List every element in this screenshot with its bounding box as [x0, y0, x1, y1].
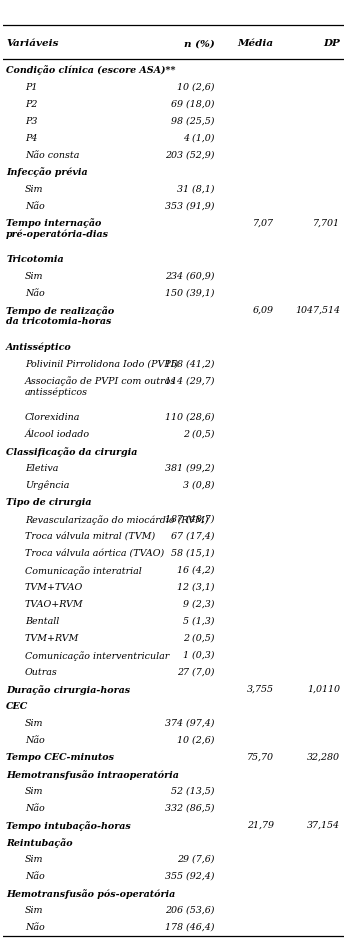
Text: n (%): n (%) — [184, 39, 214, 49]
Text: 31 (8,1): 31 (8,1) — [177, 185, 214, 193]
Text: 234 (60,9): 234 (60,9) — [165, 271, 214, 281]
Text: Eletiva: Eletiva — [25, 464, 58, 472]
Text: Não: Não — [25, 922, 45, 931]
Text: 4 (1,0): 4 (1,0) — [183, 133, 214, 143]
Text: Tricotomia: Tricotomia — [6, 255, 64, 264]
Text: Não consta: Não consta — [25, 150, 79, 159]
Text: Classificação da cirurgia: Classificação da cirurgia — [6, 446, 137, 456]
Text: Troca válvula mitral (TVM): Troca válvula mitral (TVM) — [25, 531, 155, 540]
Text: 355 (92,4): 355 (92,4) — [165, 871, 214, 880]
Text: DP: DP — [323, 39, 340, 49]
Text: Tempo internação
pré-operatória-dias: Tempo internação pré-operatória-dias — [6, 218, 109, 239]
Text: Não: Não — [25, 201, 45, 210]
Text: 206 (53,6): 206 (53,6) — [165, 904, 214, 914]
Text: Não: Não — [25, 735, 45, 744]
Text: 353 (91,9): 353 (91,9) — [165, 201, 214, 210]
Text: 9 (2,3): 9 (2,3) — [183, 599, 214, 608]
Text: 1047,514: 1047,514 — [295, 306, 340, 314]
Text: Álcool iodado: Álcool iodado — [25, 429, 90, 438]
Text: Comunicação interatrial: Comunicação interatrial — [25, 565, 142, 575]
Text: TVAO+RVM: TVAO+RVM — [25, 599, 84, 608]
Text: Variáveis: Variáveis — [6, 39, 59, 49]
Text: 7,701: 7,701 — [313, 218, 340, 228]
Text: 2 (0,5): 2 (0,5) — [183, 429, 214, 438]
Text: Polivinil Pirrolidona Iodo (PVPI): Polivinil Pirrolidona Iodo (PVPI) — [25, 359, 178, 368]
Text: 67 (17,4): 67 (17,4) — [171, 531, 214, 540]
Text: Troca válvula aórtica (TVAO): Troca válvula aórtica (TVAO) — [25, 548, 164, 557]
Text: Duração cirurgia-horas: Duração cirurgia-horas — [6, 684, 130, 694]
Text: 114 (29,7): 114 (29,7) — [165, 376, 214, 385]
Text: Hemotransfusão intraoperatória: Hemotransfusão intraoperatória — [6, 769, 179, 779]
Text: Sim: Sim — [25, 904, 43, 914]
Text: 2 (0,5): 2 (0,5) — [183, 633, 214, 642]
Text: P4: P4 — [25, 133, 37, 143]
Text: 69 (18,0): 69 (18,0) — [171, 99, 214, 109]
Text: Infecção prévia: Infecção prévia — [6, 168, 88, 177]
Text: Bentall: Bentall — [25, 616, 59, 625]
Text: 178 (46,4): 178 (46,4) — [165, 922, 214, 931]
Text: Outras: Outras — [25, 667, 58, 676]
Text: 37,154: 37,154 — [307, 820, 340, 829]
Text: Associação de PVPI com outros
antissépticos: Associação de PVPI com outros antissépti… — [25, 376, 176, 397]
Text: 187 (48,7): 187 (48,7) — [165, 514, 214, 524]
Text: 5 (1,3): 5 (1,3) — [183, 616, 214, 625]
Text: TVM+RVM: TVM+RVM — [25, 633, 79, 642]
Text: 75,70: 75,70 — [247, 752, 274, 761]
Text: Comunicação interventricular: Comunicação interventricular — [25, 650, 169, 660]
Text: Tempo de realização
da tricotomia-horas: Tempo de realização da tricotomia-horas — [6, 306, 115, 326]
Text: Sim: Sim — [25, 786, 43, 795]
Text: 52 (13,5): 52 (13,5) — [171, 786, 214, 795]
Text: Tempo intubação-horas: Tempo intubação-horas — [6, 820, 131, 830]
Text: Tempo CEC-minutos: Tempo CEC-minutos — [6, 752, 114, 761]
Text: 3,755: 3,755 — [247, 684, 274, 693]
Text: Não: Não — [25, 803, 45, 812]
Text: Sim: Sim — [25, 271, 43, 281]
Text: Antisséptico: Antisséptico — [6, 342, 72, 351]
Text: Urgência: Urgência — [25, 481, 69, 489]
Text: P1: P1 — [25, 83, 37, 91]
Text: 10 (2,6): 10 (2,6) — [177, 735, 214, 744]
Text: 29 (7,6): 29 (7,6) — [177, 854, 214, 863]
Text: 332 (86,5): 332 (86,5) — [165, 803, 214, 812]
Text: Condição clínica (escore ASA)**: Condição clínica (escore ASA)** — [6, 66, 176, 75]
Text: TVM+TVAO: TVM+TVAO — [25, 583, 83, 591]
Text: 12 (3,1): 12 (3,1) — [177, 583, 214, 591]
Text: 150 (39,1): 150 (39,1) — [165, 288, 214, 298]
Text: Sim: Sim — [25, 185, 43, 193]
Text: 58 (15,1): 58 (15,1) — [171, 548, 214, 557]
Text: 1 (0,3): 1 (0,3) — [183, 650, 214, 659]
Text: Média: Média — [238, 39, 274, 49]
Text: Revascularização do miocárdio (RVM): Revascularização do miocárdio (RVM) — [25, 514, 209, 524]
Text: 158 (41,2): 158 (41,2) — [165, 359, 214, 368]
Text: Não: Não — [25, 288, 45, 298]
Text: 10 (2,6): 10 (2,6) — [177, 83, 214, 91]
Text: P2: P2 — [25, 99, 37, 109]
Text: 6,09: 6,09 — [253, 306, 274, 314]
Text: 1,0110: 1,0110 — [307, 684, 340, 693]
Text: 16 (4,2): 16 (4,2) — [177, 565, 214, 574]
Text: 98 (25,5): 98 (25,5) — [171, 116, 214, 126]
Text: Tipo de cirurgia: Tipo de cirurgia — [6, 497, 92, 506]
Text: Sim: Sim — [25, 718, 43, 727]
Text: 110 (28,6): 110 (28,6) — [165, 412, 214, 422]
Text: 27 (7,0): 27 (7,0) — [177, 667, 214, 676]
Text: Sim: Sim — [25, 854, 43, 863]
Text: 32,280: 32,280 — [307, 752, 340, 761]
Text: 203 (52,9): 203 (52,9) — [165, 150, 214, 159]
Text: 381 (99,2): 381 (99,2) — [165, 464, 214, 472]
Text: Não: Não — [25, 871, 45, 880]
Text: 3 (0,8): 3 (0,8) — [183, 481, 214, 489]
Text: CEC: CEC — [6, 701, 28, 710]
Text: Reintubação: Reintubação — [6, 837, 73, 846]
Text: 21,79: 21,79 — [247, 820, 274, 829]
Text: 374 (97,4): 374 (97,4) — [165, 718, 214, 727]
Text: Clorexidina: Clorexidina — [25, 412, 80, 422]
Text: P3: P3 — [25, 116, 37, 126]
Text: Hemotransfusão pós-operatória: Hemotransfusão pós-operatória — [6, 888, 176, 898]
Text: 7,07: 7,07 — [253, 218, 274, 228]
